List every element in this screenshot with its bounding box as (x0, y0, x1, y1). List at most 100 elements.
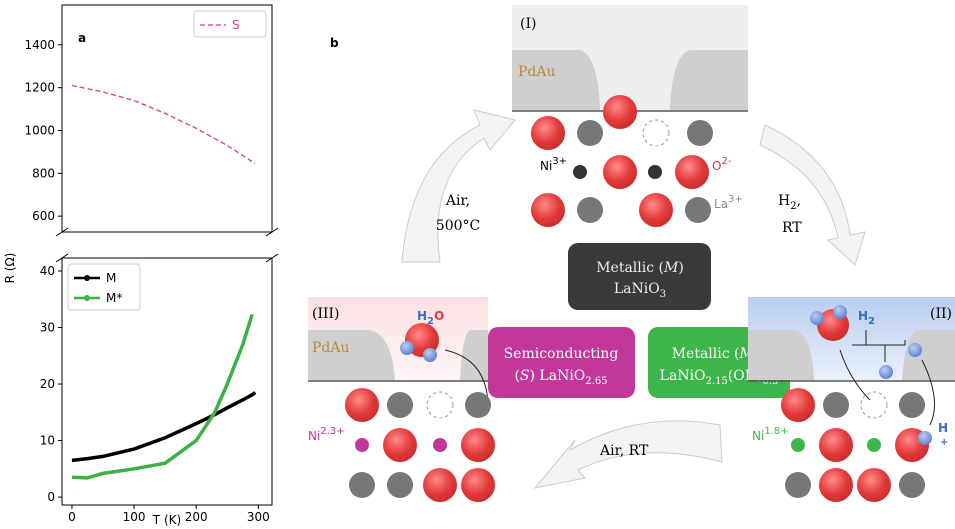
charge: 1.8+ (764, 426, 788, 437)
text: H (417, 309, 427, 323)
electrode (308, 330, 395, 380)
subscript: 2.65 (585, 376, 607, 387)
series-line (71, 84, 256, 165)
hydrogen (879, 365, 893, 379)
electrode (902, 330, 955, 380)
condition-label: 500°C (436, 218, 480, 234)
x-tick-label: 200 (185, 510, 208, 524)
oxygen (781, 388, 815, 422)
path-arrow (921, 359, 935, 426)
oxygen (461, 428, 495, 462)
x-tick-label: 0 (68, 510, 76, 524)
nickel (573, 165, 587, 179)
hydrogen (810, 311, 824, 325)
state-label: (III) (312, 306, 340, 322)
phase-label: (S) LaNiO2.65 (514, 368, 607, 387)
y-tick-label: 1400 (24, 38, 55, 52)
text: ) (678, 260, 683, 276)
oxygen (819, 428, 853, 462)
oxygen (423, 468, 457, 502)
oxygen (675, 155, 709, 189)
hydrogen (833, 305, 847, 319)
diagram: b (I) PdAu Ni3+ O2- La3+ Air, 500°C H2, … (308, 5, 955, 502)
text: O (434, 309, 444, 323)
y-tick-label: 1000 (24, 123, 55, 137)
electrode (670, 50, 748, 110)
y-tick-label: 10 (40, 434, 55, 448)
proton-label: H + (938, 421, 948, 448)
legend-label: M* (106, 291, 122, 305)
text: H (858, 309, 868, 323)
charge: 3+ (728, 194, 743, 205)
y-tick-label: 20 (40, 377, 55, 391)
nickel (433, 438, 447, 452)
oxygen (857, 468, 891, 502)
hydrogen (908, 343, 922, 357)
cycle-arrow (759, 124, 866, 266)
oxygen (603, 95, 637, 129)
ion-label: Ni1.8+ (752, 426, 789, 443)
molecule-label: H2 (858, 309, 875, 327)
legend-box (67, 263, 141, 311)
charge: + (940, 437, 948, 448)
state-label: (I) (520, 16, 536, 32)
nickel (648, 165, 662, 179)
legend-marker (84, 275, 90, 281)
lanthanum (577, 197, 603, 223)
text: LaNiO (660, 368, 706, 384)
oxygen (461, 468, 495, 502)
text: , (797, 193, 801, 209)
lanthanum (899, 392, 925, 418)
axes-frame (61, 257, 273, 506)
panel-label: a (78, 31, 86, 45)
y-tick-label: 600 (32, 209, 55, 223)
charge: 2.3+ (320, 426, 344, 437)
text: M (663, 260, 679, 276)
y-axis-label: R (Ω) (3, 253, 17, 284)
axes-frame (61, 4, 273, 233)
x-axis-label: T (K) (152, 513, 181, 527)
electrode-label: PdAu (312, 340, 350, 356)
oxygen (383, 428, 417, 462)
electrode (512, 50, 600, 110)
charge: 2- (721, 156, 731, 167)
text: S (520, 368, 530, 384)
ion: O (712, 159, 721, 173)
state-label: (II) (930, 306, 952, 322)
ion: Ni (308, 429, 320, 443)
legend-box (193, 10, 267, 38)
nickel (791, 438, 805, 452)
condition-label: RT (782, 220, 802, 236)
legend-label: S (232, 18, 240, 32)
cycle-arrow (401, 109, 516, 263)
text: H (778, 193, 790, 209)
molecule-label: H2O (417, 309, 444, 327)
oxygen (531, 116, 565, 150)
subscript: 2.15 (706, 376, 728, 387)
series-line (71, 314, 254, 480)
subscript: 2 (427, 316, 434, 327)
lanthanum (899, 472, 925, 498)
series-line (71, 391, 257, 463)
subscript: 3 (660, 289, 666, 300)
vacancy (426, 391, 454, 419)
condition-label: H2, (778, 193, 801, 212)
oxygen (639, 193, 673, 227)
vacancy (860, 391, 888, 419)
ion: Ni (540, 159, 552, 173)
legend-marker (84, 295, 90, 301)
hydrogen (400, 341, 414, 355)
x-tick-label: 100 (123, 510, 146, 524)
chart-panel: a R (Ω) T (K) 600800100012001400S0102030… (3, 4, 279, 527)
phase-label: LaNiO3 (614, 281, 666, 300)
subscript: 2 (868, 316, 875, 327)
y-tick-label: 1200 (24, 81, 55, 95)
phase-label: Semiconducting (504, 346, 619, 362)
oxygen (819, 468, 853, 502)
path-arrow (852, 330, 906, 362)
electrode (748, 330, 814, 380)
y-tick-label: 800 (32, 166, 55, 180)
lanthanum (823, 392, 849, 418)
ion: La (714, 197, 728, 211)
